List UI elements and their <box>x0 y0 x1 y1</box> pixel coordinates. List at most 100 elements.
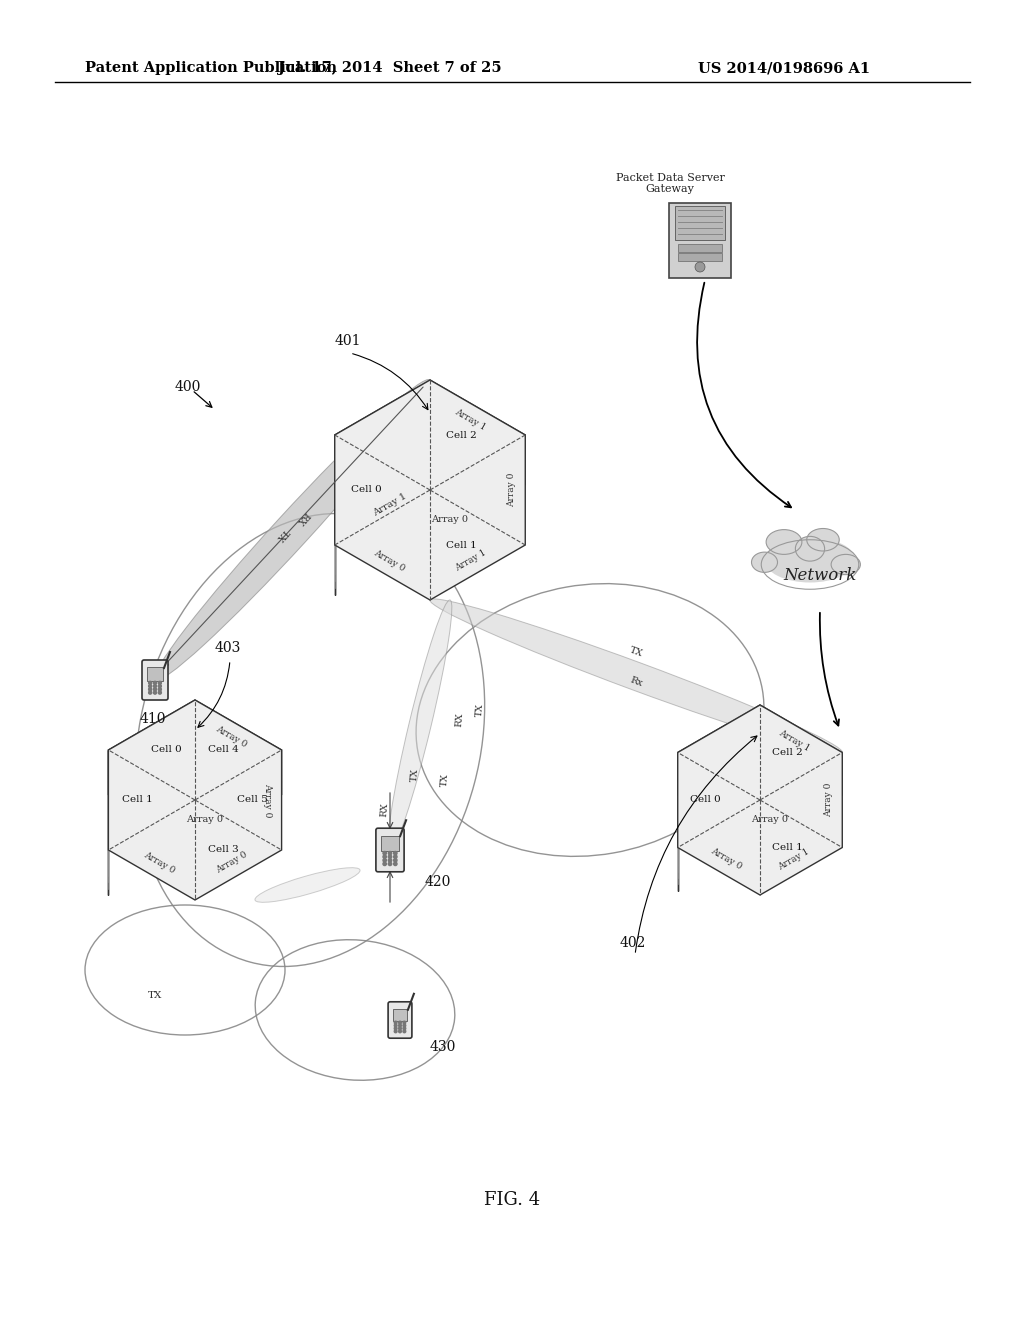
Ellipse shape <box>766 529 802 554</box>
Ellipse shape <box>430 599 843 754</box>
Circle shape <box>159 688 162 690</box>
Text: Rx: Rx <box>629 676 644 688</box>
Text: 400: 400 <box>175 380 202 393</box>
Text: Array 0: Array 0 <box>507 473 516 507</box>
Circle shape <box>398 1027 401 1030</box>
Polygon shape <box>678 705 760 796</box>
Circle shape <box>388 851 392 855</box>
Bar <box>146 668 163 681</box>
Text: Cell 3: Cell 3 <box>209 846 240 854</box>
Circle shape <box>148 692 152 694</box>
Text: Packet Data Server
Gateway: Packet Data Server Gateway <box>615 173 724 194</box>
Text: FIG. 4: FIG. 4 <box>484 1191 540 1209</box>
Text: Array 0: Array 0 <box>214 725 249 750</box>
Circle shape <box>154 688 157 690</box>
Circle shape <box>394 1027 397 1030</box>
Text: Array 1: Array 1 <box>372 492 409 519</box>
Circle shape <box>154 685 157 688</box>
FancyBboxPatch shape <box>142 660 168 700</box>
Circle shape <box>148 681 152 685</box>
Text: RX: RX <box>455 711 465 727</box>
Text: US 2014/0198696 A1: US 2014/0198696 A1 <box>698 61 870 75</box>
Circle shape <box>388 858 392 862</box>
Circle shape <box>403 1030 406 1032</box>
Text: Array 1: Array 1 <box>777 729 811 754</box>
Polygon shape <box>335 380 430 484</box>
Text: RX: RX <box>294 510 310 527</box>
Ellipse shape <box>796 536 824 561</box>
Bar <box>678 252 722 260</box>
Bar <box>392 1008 408 1020</box>
Polygon shape <box>678 705 843 895</box>
Circle shape <box>695 261 705 272</box>
Text: Array 0: Array 0 <box>373 548 407 573</box>
Ellipse shape <box>807 528 840 550</box>
Text: TX: TX <box>274 527 291 543</box>
Circle shape <box>403 1024 406 1027</box>
Polygon shape <box>109 700 282 900</box>
Text: 401: 401 <box>335 334 361 348</box>
Circle shape <box>398 1022 401 1024</box>
FancyBboxPatch shape <box>376 828 404 871</box>
Circle shape <box>154 692 157 694</box>
Circle shape <box>383 862 386 866</box>
Text: Array 0: Array 0 <box>431 516 469 524</box>
Circle shape <box>159 681 162 685</box>
Polygon shape <box>430 380 525 484</box>
Circle shape <box>393 858 397 862</box>
Ellipse shape <box>752 552 777 573</box>
Text: Patent Application Publication: Patent Application Publication <box>85 61 337 75</box>
Text: Array 1: Array 1 <box>454 407 487 432</box>
Ellipse shape <box>155 380 431 681</box>
Polygon shape <box>760 705 843 796</box>
Text: Cell 1: Cell 1 <box>772 843 803 851</box>
Text: Cell 5: Cell 5 <box>238 796 268 804</box>
Text: TX: TX <box>440 772 451 787</box>
Circle shape <box>388 855 392 858</box>
Text: Cell 1: Cell 1 <box>446 540 477 549</box>
Text: 430: 430 <box>430 1040 457 1053</box>
Circle shape <box>383 858 386 862</box>
Text: Array 1: Array 1 <box>454 548 487 573</box>
Polygon shape <box>109 700 195 795</box>
Bar <box>675 206 725 240</box>
Ellipse shape <box>388 601 452 850</box>
Text: Array 0: Array 0 <box>263 783 272 817</box>
Circle shape <box>383 855 386 858</box>
Text: Cell 1: Cell 1 <box>122 796 153 804</box>
FancyBboxPatch shape <box>388 1002 412 1039</box>
Text: Cell 4: Cell 4 <box>209 746 240 755</box>
Text: Cell 0: Cell 0 <box>151 746 181 755</box>
Text: Array 0: Array 0 <box>823 783 833 817</box>
Text: Array 0: Array 0 <box>214 850 249 875</box>
Text: Array 1: Array 1 <box>777 846 811 871</box>
Circle shape <box>394 1030 397 1032</box>
Ellipse shape <box>255 867 360 903</box>
Text: 402: 402 <box>620 936 646 950</box>
Text: TX: TX <box>475 702 485 717</box>
Circle shape <box>394 1024 397 1027</box>
Bar <box>669 202 731 277</box>
Circle shape <box>403 1022 406 1024</box>
Text: RX: RX <box>380 803 390 817</box>
Text: Network: Network <box>783 566 857 583</box>
Text: Array 0: Array 0 <box>141 850 176 875</box>
Text: Cell 0: Cell 0 <box>690 796 721 804</box>
Circle shape <box>393 855 397 858</box>
Circle shape <box>154 681 157 685</box>
Text: 410: 410 <box>139 711 166 726</box>
Circle shape <box>388 862 392 866</box>
Text: TX: TX <box>628 645 644 659</box>
Circle shape <box>148 688 152 690</box>
Bar <box>381 836 399 851</box>
Text: Cell 0: Cell 0 <box>351 486 382 495</box>
Text: TX: TX <box>410 768 420 783</box>
Ellipse shape <box>831 554 860 574</box>
Text: Array 0: Array 0 <box>709 846 743 871</box>
Ellipse shape <box>765 537 855 582</box>
Text: 403: 403 <box>215 642 242 655</box>
Text: Array 0: Array 0 <box>752 816 788 825</box>
Polygon shape <box>335 380 525 601</box>
Circle shape <box>398 1024 401 1027</box>
Circle shape <box>393 851 397 855</box>
